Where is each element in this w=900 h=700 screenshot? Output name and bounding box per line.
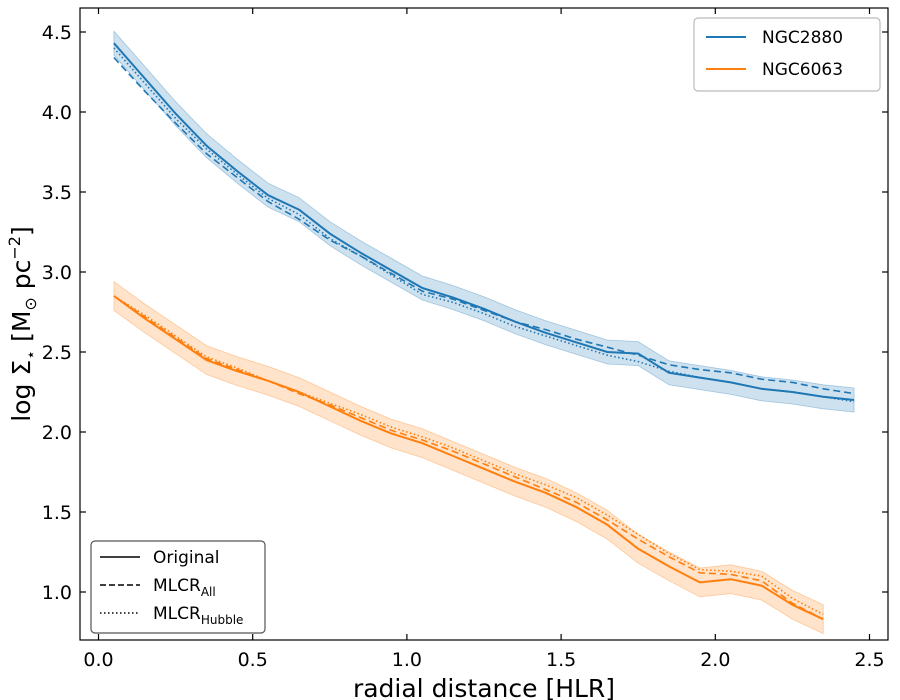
style-legend-box [90, 540, 266, 634]
y-axis-ticks: 1.0 1.5 2.0 2.5 3.0 3.5 4.0 4.5 [42, 22, 888, 604]
x-tick-label: 2.0 [700, 649, 730, 671]
y-tick-label: 1.0 [42, 582, 72, 604]
legend-mlcr-all-sub: All [201, 585, 216, 599]
ylabel-exponent: −2 [5, 236, 24, 260]
line-ngc2880-original [113, 42, 855, 401]
series-lines [113, 42, 855, 621]
ylabel-mid: [M [7, 311, 36, 350]
band-ngc2880 [113, 30, 855, 413]
legend-mlcr-hubble-sub: Hubble [201, 613, 244, 627]
galaxy-legend: NGC2880 NGC6063 [693, 17, 881, 92]
x-tick-label: 2.5 [854, 649, 884, 671]
line-ngc2880-mlcr-hubble [113, 47, 855, 403]
line-ngc6063-mlcr-all [113, 295, 824, 620]
y-tick-label: 2.0 [42, 422, 72, 444]
ylabel-unit: pc [7, 260, 36, 298]
y-tick-label: 4.0 [42, 102, 72, 124]
legend-mlcr-hubble-main: MLCR [153, 604, 201, 624]
ylabel-prefix: log Σ [7, 360, 36, 422]
legend-ngc2880-label: NGC2880 [762, 28, 843, 48]
band-ngc6063 [113, 280, 824, 635]
x-tick-label: 0.5 [238, 649, 268, 671]
y-tick-label: 3.0 [42, 262, 72, 284]
x-axis-ticks: 0.0 0.5 1.0 1.5 2.0 2.5 [83, 8, 885, 671]
ylabel-subscript: ⋆ [21, 350, 40, 360]
legend-mlcr-all-label: MLCRAll [153, 576, 216, 599]
legend-mlcr-hubble-label: MLCRHubble [153, 604, 243, 627]
x-tick-label: 1.5 [546, 649, 576, 671]
y-tick-label: 1.5 [42, 502, 72, 524]
line-ngc2880-mlcr-all [113, 57, 855, 395]
y-tick-label: 2.5 [42, 342, 72, 364]
x-tick-label: 0.0 [83, 649, 113, 671]
plot-frame [79, 7, 889, 641]
x-tick-label: 1.0 [392, 649, 422, 671]
x-axis-label: radial distance [HLR] [353, 674, 615, 700]
legend-original-label: Original [153, 548, 220, 568]
legend-ngc6063-label: NGC6063 [762, 60, 843, 80]
confidence-bands [113, 30, 855, 635]
style-legend: Original MLCRAll MLCRHubble [90, 540, 266, 634]
legend-mlcr-all-main: MLCR [153, 576, 201, 596]
y-tick-label: 3.5 [42, 182, 72, 204]
ylabel-sun-symbol: ⊙ [21, 297, 40, 310]
line-ngc6063-original [113, 295, 824, 621]
y-axis-label: log Σ⋆ [M⊙ pc−2] [5, 226, 40, 421]
y-tick-label: 4.5 [42, 22, 72, 44]
ylabel-close: ] [7, 226, 36, 236]
